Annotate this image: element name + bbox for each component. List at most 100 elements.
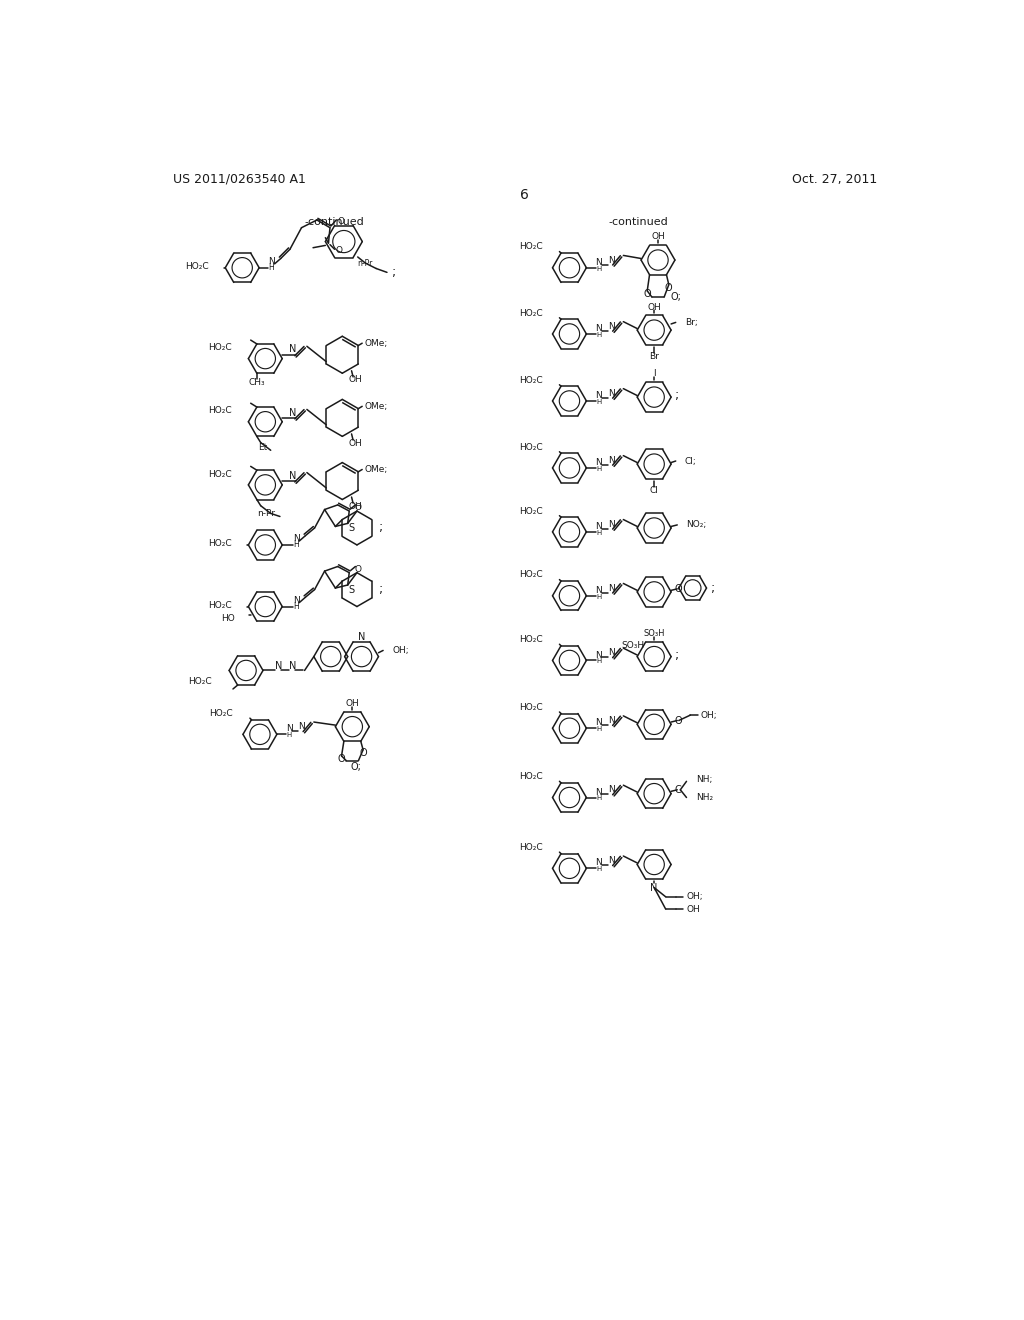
Text: O: O <box>355 565 361 574</box>
Text: OH: OH <box>651 232 665 242</box>
Text: N: N <box>298 722 305 731</box>
Text: n-Pr: n-Pr <box>257 510 275 517</box>
Text: HO₂C: HO₂C <box>184 261 208 271</box>
Text: -continued: -continued <box>305 216 365 227</box>
Text: Br: Br <box>649 352 659 360</box>
Text: S: S <box>348 523 354 533</box>
Text: HO₂C: HO₂C <box>188 677 212 685</box>
Text: HO₂C: HO₂C <box>519 309 543 318</box>
Text: ;: ; <box>380 583 384 597</box>
Text: O: O <box>359 748 367 758</box>
Text: N: N <box>595 391 602 400</box>
Text: ;: ; <box>675 648 679 661</box>
Text: HO₂C: HO₂C <box>519 507 543 516</box>
Text: O: O <box>675 715 683 726</box>
Text: N: N <box>595 718 602 727</box>
Text: HO₂C: HO₂C <box>208 601 231 610</box>
Text: HO₂C: HO₂C <box>519 843 543 851</box>
Text: N: N <box>595 325 602 333</box>
Text: HO₂C: HO₂C <box>519 570 543 579</box>
Text: OH;: OH; <box>392 645 409 655</box>
Text: OH;: OH; <box>686 892 703 902</box>
Text: O: O <box>337 216 344 226</box>
Text: OH: OH <box>647 302 662 312</box>
Text: N: N <box>607 857 614 865</box>
Text: N: N <box>607 322 614 331</box>
Text: N: N <box>607 256 614 264</box>
Text: N: N <box>290 471 297 480</box>
Text: 6: 6 <box>520 189 529 202</box>
Text: OMe;: OMe; <box>365 339 388 347</box>
Text: H: H <box>596 795 601 801</box>
Text: CH₃: CH₃ <box>249 378 265 387</box>
Text: C: C <box>675 785 682 795</box>
Text: Cl;: Cl; <box>685 457 696 466</box>
Text: Et: Et <box>258 444 267 453</box>
Text: O;: O; <box>351 762 361 772</box>
Text: SO₃H: SO₃H <box>643 630 665 638</box>
Text: N: N <box>595 788 602 796</box>
Text: H: H <box>596 529 601 536</box>
Text: O: O <box>338 754 345 764</box>
Text: NO₂;: NO₂; <box>686 520 707 529</box>
Text: ;: ; <box>380 521 384 535</box>
Text: S: S <box>348 585 354 594</box>
Text: OMe;: OMe; <box>365 465 388 474</box>
Text: H: H <box>596 265 601 272</box>
Text: N: N <box>293 595 299 605</box>
Text: n-Pr: n-Pr <box>357 259 373 268</box>
Text: N: N <box>607 455 614 465</box>
Text: N: N <box>595 521 602 531</box>
Text: OH;: OH; <box>700 710 717 719</box>
Text: N: N <box>607 520 614 528</box>
Text: H: H <box>287 733 292 738</box>
Text: OH: OH <box>348 375 362 384</box>
Text: ;: ; <box>675 389 679 403</box>
Text: ;: ; <box>711 582 715 594</box>
Text: OH: OH <box>348 502 362 511</box>
Text: OH: OH <box>686 904 700 913</box>
Text: HO₂C: HO₂C <box>208 470 231 479</box>
Text: N: N <box>293 535 299 544</box>
Text: HO₂C: HO₂C <box>519 442 543 451</box>
Text: N: N <box>595 458 602 467</box>
Text: HO₂C: HO₂C <box>519 243 543 251</box>
Text: O: O <box>665 282 673 293</box>
Text: N: N <box>274 661 282 671</box>
Text: SO₃H: SO₃H <box>621 640 644 649</box>
Text: O;: O; <box>671 292 681 302</box>
Text: N: N <box>290 345 297 354</box>
Text: H: H <box>596 659 601 664</box>
Text: N: N <box>286 725 293 734</box>
Text: H: H <box>596 399 601 405</box>
Text: N: N <box>607 389 614 397</box>
Text: HO₂C: HO₂C <box>519 376 543 384</box>
Text: -continued: -continued <box>609 216 669 227</box>
Text: US 2011/0263540 A1: US 2011/0263540 A1 <box>173 173 306 186</box>
Text: H: H <box>596 726 601 733</box>
Text: HO₂C: HO₂C <box>519 772 543 781</box>
Text: NH;: NH; <box>695 775 712 784</box>
Text: HO₂C: HO₂C <box>208 407 231 416</box>
Text: HO₂C: HO₂C <box>208 343 231 352</box>
Text: Oct. 27, 2011: Oct. 27, 2011 <box>793 173 878 186</box>
Text: N: N <box>607 785 614 795</box>
Text: N: N <box>357 631 366 642</box>
Text: OH: OH <box>348 438 362 447</box>
Text: I: I <box>653 370 655 379</box>
Text: HO₂C: HO₂C <box>209 709 233 718</box>
Text: Cl: Cl <box>649 486 658 495</box>
Text: N: N <box>607 583 614 593</box>
Text: ;: ; <box>392 265 396 279</box>
Text: HO₂C: HO₂C <box>208 539 231 548</box>
Text: N: N <box>289 661 296 671</box>
Text: N: N <box>268 257 274 267</box>
Text: N: N <box>607 715 614 725</box>
Text: O: O <box>336 247 343 255</box>
Text: HO₂C: HO₂C <box>519 702 543 711</box>
Text: O: O <box>675 583 683 594</box>
Text: N: N <box>595 858 602 867</box>
Text: N: N <box>595 257 602 267</box>
Text: OH: OH <box>345 700 359 708</box>
Text: HO: HO <box>221 614 236 623</box>
